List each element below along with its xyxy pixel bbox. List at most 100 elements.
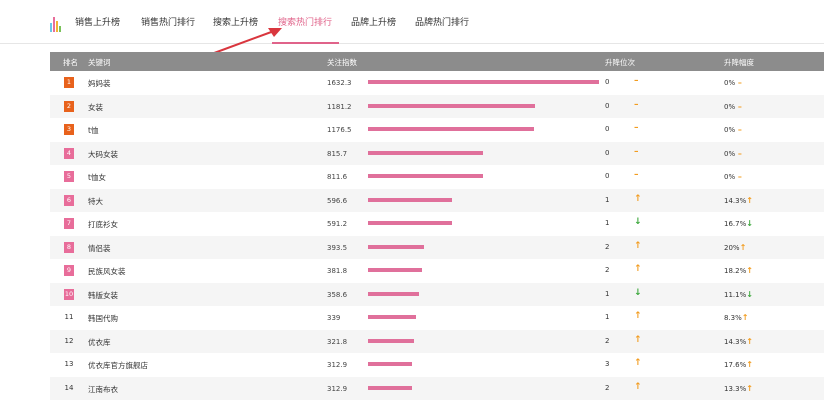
- rank-badge: 4: [64, 147, 74, 159]
- attention-index-value: 321.8: [327, 337, 348, 346]
- table-row[interactable]: 11 韩国代购 339 1 ↑ 8.3%↑: [50, 306, 824, 330]
- active-tab-underline: [272, 42, 339, 44]
- tab-sales-hot[interactable]: 销售热门排行: [141, 18, 196, 28]
- arrow-down-icon: ↓: [746, 219, 753, 228]
- arrow-up-icon: ↑: [739, 242, 747, 252]
- tab-search-rising[interactable]: 搜索上升榜: [213, 18, 259, 28]
- rank-change-value: 0: [605, 172, 610, 180]
- change-percent-value: 0%: [724, 173, 736, 181]
- keyword-link[interactable]: 特大: [88, 196, 103, 206]
- arrow-up-icon: ↑: [634, 334, 642, 345]
- keyword-link[interactable]: 情侣装: [88, 243, 111, 253]
- change-percent-value: 14.3%: [724, 337, 747, 346]
- rank-change-value: 0: [605, 78, 610, 86]
- header-change: 升降位次: [605, 58, 635, 67]
- table-row[interactable]: 4 大码女装 815.7 0–0% –: [50, 141, 824, 165]
- keyword-link[interactable]: t恤女: [88, 173, 106, 182]
- keyword-link[interactable]: 女装: [88, 102, 103, 112]
- dash-icon: –: [634, 146, 639, 157]
- rank-badge: 8: [64, 241, 74, 253]
- table-row[interactable]: 1 妈妈装 1632.3 0–0% –: [50, 71, 824, 95]
- attention-index-bar: [368, 385, 412, 390]
- table-row[interactable]: 3 t恤 1176.5 0–0% –: [50, 118, 824, 142]
- attention-index-value: 393.5: [327, 243, 348, 252]
- change-percent: 0% –: [724, 102, 742, 111]
- arrow-up-icon: ↑: [634, 264, 642, 274]
- keyword-link[interactable]: 江南布衣: [88, 384, 118, 394]
- table-row[interactable]: 10 韩版女装 358.6 1 ↓ 11.1%↓: [50, 282, 824, 306]
- change-percent-value: 20%: [724, 243, 740, 252]
- rank-badge: 13: [64, 360, 74, 368]
- keyword-link[interactable]: 民族风女装: [88, 267, 126, 276]
- attention-index-bar: [368, 221, 452, 225]
- table-row[interactable]: 12 优衣库 321.8 2 ↑ 14.3%↑: [50, 329, 824, 353]
- change-percent-value: 0%: [724, 102, 736, 111]
- rank-badge: 14: [64, 383, 74, 392]
- attention-index-value: 1176.5: [327, 126, 352, 134]
- tab-sales-rising[interactable]: 销售上升榜: [75, 18, 121, 28]
- table-row[interactable]: 14 江南布衣 312.9 2 ↑ 13.3%↑: [50, 376, 824, 400]
- arrow-up-icon: ↑: [741, 313, 749, 322]
- change-percent: 13.3%↑: [724, 384, 753, 393]
- attention-index-bar: [368, 268, 422, 272]
- keyword-link[interactable]: t恤: [88, 126, 99, 135]
- attention-index-bar: [368, 103, 535, 108]
- table-row[interactable]: 7 打底衫女 591.2 1 ↓ 16.7%↓: [50, 212, 824, 236]
- attention-index-value: 811.6: [327, 173, 348, 181]
- arrow-up-icon: ↑: [746, 336, 753, 346]
- dash-icon: –: [634, 123, 639, 133]
- table-row[interactable]: 5 t恤女 811.6 0–0% –: [50, 165, 824, 189]
- keyword-link[interactable]: 韩版女装: [88, 290, 118, 300]
- attention-index-value: 1632.3: [327, 79, 352, 87]
- arrow-up-icon: ↑: [746, 360, 753, 369]
- attention-index-bar: [368, 338, 414, 343]
- rank-change-value: 1: [605, 219, 610, 227]
- attention-index-bar: [368, 362, 412, 366]
- rank-badge: 6: [64, 194, 74, 206]
- change-percent: 14.3%↑: [724, 196, 753, 205]
- keyword-link[interactable]: 优衣库: [88, 337, 111, 347]
- keyword-link[interactable]: 大码女装: [88, 149, 118, 159]
- tab-brand-rising[interactable]: 品牌上升榜: [351, 18, 397, 28]
- attention-index-value: 1181.2: [327, 102, 352, 111]
- rank-badge: 7: [64, 218, 74, 229]
- rank-badge: 5: [64, 171, 74, 182]
- keyword-link[interactable]: 韩国代购: [88, 314, 118, 323]
- arrow-up-icon: ↑: [746, 266, 753, 275]
- table-row[interactable]: 2 女装 1181.2 0–0% –: [50, 94, 824, 118]
- tab-brand-hot[interactable]: 品牌热门排行: [415, 18, 470, 28]
- change-percent: 14.3%↑: [724, 337, 753, 346]
- table-row[interactable]: 8 情侣装 393.5 2 ↑ 20%↑: [50, 235, 824, 259]
- table-row[interactable]: 6 特大 596.6 1 ↑ 14.3%↑: [50, 188, 824, 212]
- change-percent-value: 0%: [724, 149, 736, 158]
- arrow-down-icon: ↓: [634, 287, 642, 298]
- header-rank: 排名: [63, 58, 78, 67]
- attention-index-bar: [368, 127, 534, 131]
- rank-change-value: 2: [605, 242, 610, 251]
- dash-icon: –: [634, 99, 639, 110]
- attention-index-bar: [368, 291, 419, 296]
- rank-change-value: 1: [605, 289, 610, 298]
- header-index: 关注指数: [327, 58, 357, 67]
- attention-index-bar: [368, 80, 599, 84]
- table-row[interactable]: 13 优衣库官方旗舰店 312.9 3 ↑ 17.6%↑: [50, 353, 824, 377]
- rank-badge: 1: [64, 77, 74, 88]
- top-navigation: 销售上升榜 销售热门排行 搜索上升榜 搜索热门排行 品牌上升榜 品牌热门排行: [0, 0, 824, 44]
- attention-index-bar: [368, 174, 483, 178]
- keyword-link[interactable]: 妈妈装: [88, 79, 111, 88]
- rank-change-value: 2: [605, 336, 610, 345]
- change-percent: 0% –: [724, 78, 742, 87]
- change-percent-value: 11.1%: [724, 290, 747, 299]
- tab-search-hot[interactable]: 搜索热门排行: [278, 18, 333, 28]
- table-header: 排名 关键词 关注指数 升降位次 升降幅度: [50, 52, 824, 71]
- bar-chart-logo-icon: [50, 16, 62, 32]
- keyword-link[interactable]: 优衣库官方旗舰店: [88, 361, 148, 370]
- change-percent: 0% –: [724, 172, 742, 181]
- dash-icon: –: [735, 125, 742, 134]
- rank-change-value: 2: [605, 266, 610, 274]
- keyword-link[interactable]: 打底衫女: [88, 220, 118, 229]
- arrow-up-icon: ↑: [634, 381, 642, 392]
- arrow-up-icon: ↑: [634, 311, 642, 321]
- table-row[interactable]: 9 民族风女装 381.8 2 ↑ 18.2%↑: [50, 259, 824, 283]
- rank-badge: 10: [64, 288, 74, 300]
